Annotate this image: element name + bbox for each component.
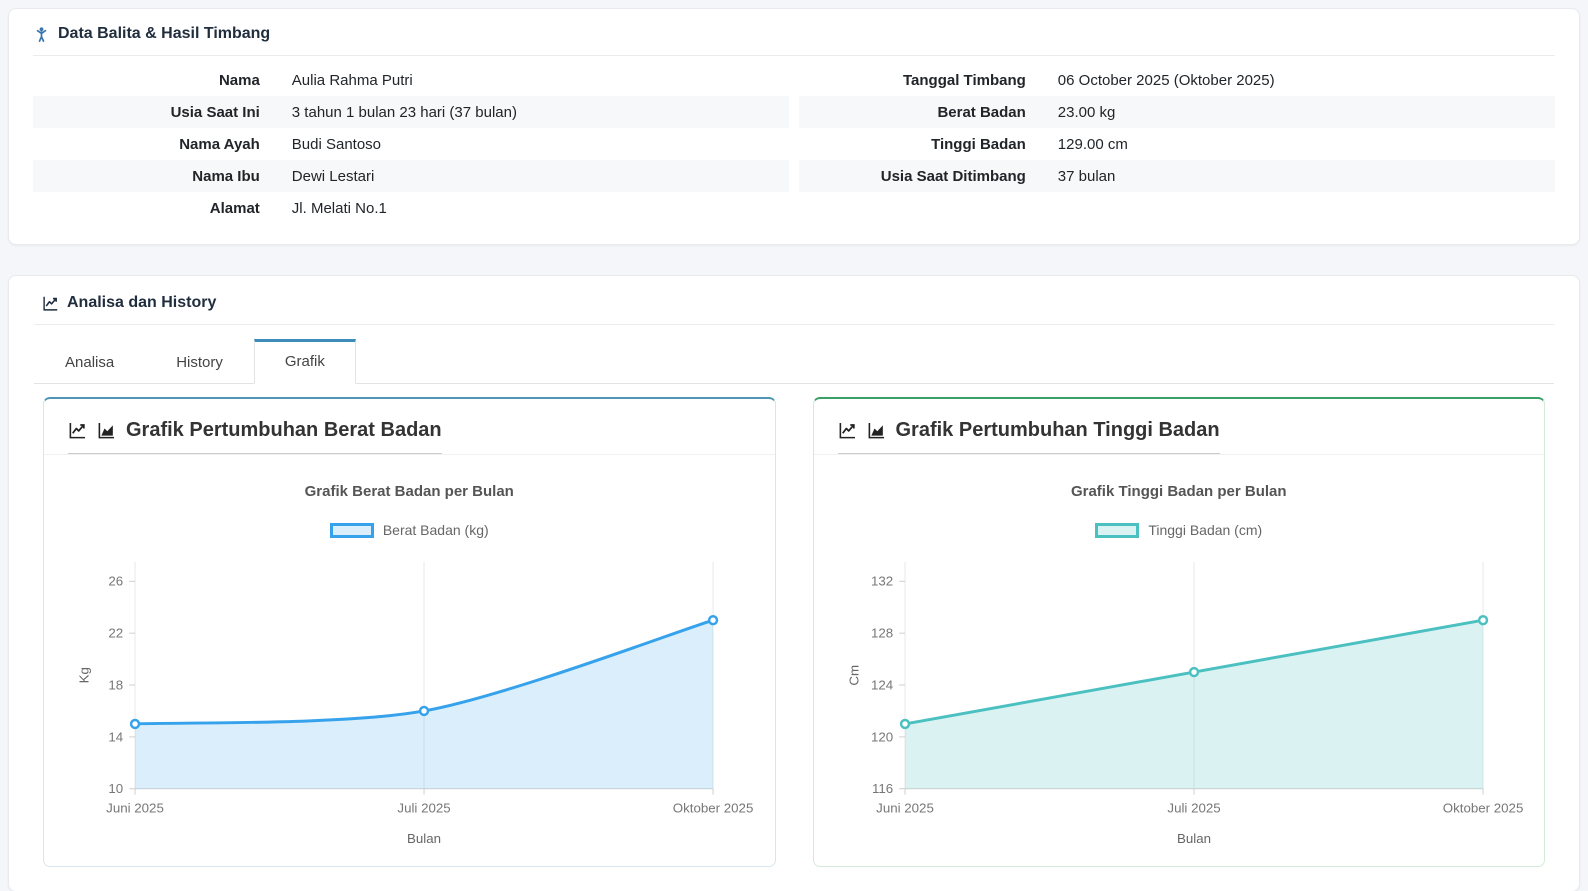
field-label: Usia Saat Ditimbang: [880, 167, 1026, 185]
chart-line-icon: [42, 295, 59, 312]
tab[interactable]: Analisa: [34, 340, 145, 384]
chart-area-icon: [867, 421, 886, 440]
field-row: Usia Saat Ditimbang 37 bulan: [799, 160, 1555, 192]
field-value: 23.00 kg: [1057, 103, 1116, 121]
chart-card-header: Grafik Pertumbuhan Berat Badan: [44, 399, 775, 455]
chart-card-header: Grafik Pertumbuhan Tinggi Badan: [813, 399, 1544, 455]
svg-text:14: 14: [108, 729, 123, 744]
legend-label: Tinggi Badan (cm): [1148, 522, 1263, 538]
chart-title: Grafik Berat Badan per Bulan: [304, 483, 514, 500]
svg-text:Kg: Kg: [77, 667, 92, 683]
svg-text:132: 132: [871, 574, 893, 589]
chart-card-body: Grafik Berat Badan per Bulan Berat Badan…: [44, 455, 775, 866]
svg-text:18: 18: [108, 677, 123, 692]
patient-fields-left: Nama Aulia Rahma Putri Usia Saat Ini 3 t…: [33, 64, 789, 224]
chart-card-title: Grafik Pertumbuhan Tinggi Badan: [837, 419, 1220, 454]
field-row: Tanggal Timbang 06 October 2025 (Oktober…: [799, 64, 1555, 96]
svg-text:26: 26: [108, 574, 123, 589]
field-row: Alamat Jl. Melati No.1: [33, 192, 789, 224]
field-label: Usia Saat Ini: [170, 103, 260, 121]
field-label: Nama Ibu: [192, 167, 260, 185]
chart-card-title: Grafik Pertumbuhan Berat Badan: [68, 419, 442, 454]
patient-fields-right: Tanggal Timbang 06 October 2025 (Oktober…: [799, 64, 1555, 224]
legend-label: Berat Badan (kg): [382, 522, 489, 538]
svg-text:Bulan: Bulan: [1177, 831, 1211, 846]
field-row: Usia Saat Ini 3 tahun 1 bulan 23 hari (3…: [33, 96, 789, 128]
chart-legend[interactable]: Berat Badan (kg): [64, 522, 755, 538]
field-label: Tanggal Timbang: [903, 71, 1026, 89]
tab[interactable]: Grafik: [253, 339, 356, 384]
svg-text:128: 128: [871, 626, 893, 641]
svg-text:22: 22: [108, 626, 123, 641]
analysis-card-title-text: Analisa dan History: [67, 294, 217, 311]
legend-swatch: [1095, 522, 1140, 538]
divider: [33, 55, 1555, 56]
svg-text:Bulan: Bulan: [407, 831, 441, 846]
svg-text:120: 120: [871, 729, 893, 744]
analysis-tabs: Analisa History Grafik: [34, 339, 1554, 384]
field-value: Budi Santoso: [291, 135, 382, 153]
child-icon: [33, 26, 50, 43]
svg-text:Juni 2025: Juni 2025: [106, 800, 164, 815]
chart-area-icon: [97, 421, 116, 440]
svg-text:116: 116: [871, 781, 892, 796]
field-value: Dewi Lestari: [291, 167, 375, 185]
field-label: Berat Badan: [937, 103, 1026, 121]
field-value: 06 October 2025 (Oktober 2025): [1057, 71, 1275, 89]
analysis-card-title: Analisa dan History: [34, 292, 1554, 324]
field-row: Nama Ayah Budi Santoso: [33, 128, 789, 160]
chart-canvas: Juni 2025 Juli 2025 Oktober 2025 10 14 18 22 26…: [77, 561, 754, 846]
svg-text:Juli 2025: Juli 2025: [1167, 800, 1220, 815]
tab[interactable]: History: [145, 340, 254, 384]
svg-text:Oktober 2025: Oktober 2025: [1442, 800, 1523, 815]
field-row: Tinggi Badan 129.00 cm: [799, 128, 1555, 160]
patient-card-title-text: Data Balita & Hasil Timbang: [58, 25, 271, 42]
field-label: Nama: [218, 71, 260, 89]
field-label: Nama Ayah: [179, 135, 260, 153]
chart-card: Grafik Pertumbuhan Berat Badan Grafik Be…: [43, 397, 776, 867]
chart-card-title-text: Grafik Pertumbuhan Berat Badan: [126, 419, 442, 441]
chart-card-body: Grafik Tinggi Badan per Bulan Tinggi Bad…: [814, 455, 1545, 866]
field-value: 129.00 cm: [1057, 135, 1128, 153]
charts-row: Grafik Pertumbuhan Berat Badan Grafik Be…: [34, 397, 1554, 867]
patient-card-title: Data Balita & Hasil Timbang: [25, 23, 1563, 55]
chart-canvas: Juni 2025 Juli 2025 Oktober 2025 116 120 124 1…: [846, 561, 1523, 846]
field-row: Nama Aulia Rahma Putri: [33, 64, 789, 96]
patient-data-card: Data Balita & Hasil Timbang Nama Aulia R…: [8, 8, 1580, 245]
chart-card: Grafik Pertumbuhan Tinggi Badan Grafik T…: [812, 397, 1545, 867]
divider: [34, 324, 1554, 325]
chart-title: Grafik Tinggi Badan per Bulan: [1070, 483, 1287, 500]
svg-text:Oktober 2025: Oktober 2025: [673, 800, 754, 815]
legend-swatch: [329, 522, 374, 538]
field-label: Tinggi Badan: [931, 135, 1026, 153]
field-value: 37 bulan: [1057, 167, 1116, 185]
field-value: Jl. Melati No.1: [291, 199, 387, 217]
field-label: Alamat: [209, 199, 260, 217]
chart-line-icon: [838, 421, 857, 440]
patient-fields: Nama Aulia Rahma Putri Usia Saat Ini 3 t…: [25, 64, 1563, 224]
field-row: Nama Ibu Dewi Lestari: [33, 160, 789, 192]
chart-line-icon: [68, 421, 87, 440]
svg-text:Juni 2025: Juni 2025: [876, 800, 934, 815]
chart-card-title-text: Grafik Pertumbuhan Tinggi Badan: [895, 419, 1220, 441]
field-row: Berat Badan 23.00 kg: [799, 96, 1555, 128]
field-value: 3 tahun 1 bulan 23 hari (37 bulan): [291, 103, 517, 121]
svg-text:124: 124: [871, 677, 893, 692]
svg-text:10: 10: [108, 781, 123, 796]
analysis-history-card: Analisa dan History Analisa History Grafik: [8, 275, 1580, 891]
chart-legend[interactable]: Tinggi Badan (cm): [834, 522, 1525, 538]
svg-text:Juli 2025: Juli 2025: [397, 800, 450, 815]
field-value: Aulia Rahma Putri: [291, 71, 413, 89]
svg-text:Cm: Cm: [846, 665, 861, 686]
